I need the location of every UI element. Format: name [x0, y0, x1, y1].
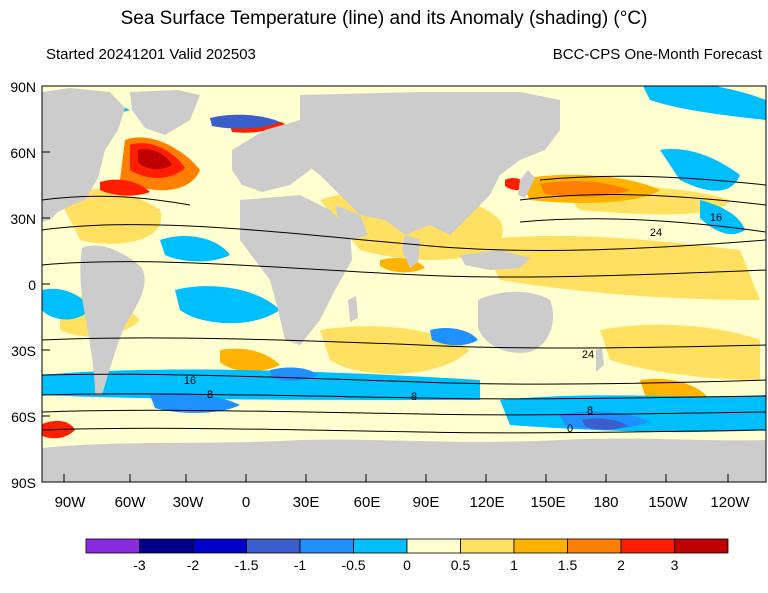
- contour-label: 8: [411, 391, 417, 403]
- colorbar-label: 0.5: [451, 557, 471, 573]
- colorbar-swatch: [246, 538, 301, 554]
- colorbar-swatch: [406, 538, 461, 554]
- colorbar-label: -0.5: [341, 557, 365, 573]
- contour-label: 16: [710, 212, 722, 224]
- contour-label: 8: [587, 405, 593, 417]
- contour-label: 16: [184, 375, 196, 387]
- colorbar-swatch: [567, 538, 622, 554]
- lon-label: 150E: [530, 494, 565, 511]
- lon-label: 180: [593, 494, 618, 511]
- colorbar-swatch: [620, 538, 675, 554]
- contour-label: 24: [582, 349, 594, 361]
- map-title: Sea Surface Temperature (line) and its A…: [120, 8, 648, 29]
- colorbar-swatch: [139, 538, 194, 554]
- lat-label: 30N: [10, 211, 36, 227]
- lon-label: 90W: [55, 494, 87, 511]
- latitude-axis: [42, 85, 50, 483]
- colorbar-label: -1: [294, 557, 307, 573]
- contour-label: 8: [207, 389, 213, 401]
- contour-label: 0: [567, 423, 573, 435]
- lat-label: 60N: [10, 145, 36, 161]
- colorbar-label: -3: [133, 557, 146, 573]
- lat-label: 90S: [11, 475, 36, 491]
- colorbar-swatch: [192, 538, 247, 554]
- forecast-dates: Started 20241201 Valid 202503: [46, 46, 256, 63]
- contour-label: 24: [650, 227, 662, 239]
- colorbar-label: 2: [617, 557, 625, 573]
- forecast-source: BCC-CPS One-Month Forecast: [552, 46, 762, 63]
- land-masses: [42, 88, 766, 482]
- colorbar-label: 3: [671, 557, 679, 573]
- colorbar-swatch: [299, 538, 354, 554]
- lat-label: 0: [28, 277, 36, 293]
- lon-label: 120W: [710, 494, 750, 511]
- longitude-axis: [63, 474, 729, 482]
- lat-label: 90N: [10, 79, 36, 95]
- colorbar-swatch: [513, 538, 568, 554]
- lat-label: 30S: [11, 343, 36, 359]
- colorbar-label: 0: [403, 557, 411, 573]
- contour-labels: 16 24 24 16 8 8 8 0: [184, 212, 722, 435]
- colorbar-label: -2: [187, 557, 200, 573]
- colorbar: -3 -2 -1.5 -1 -0.5 0 0.5 1 1.5 2 3: [85, 538, 729, 573]
- lon-label: 30E: [293, 494, 320, 511]
- lon-label: 60E: [354, 494, 381, 511]
- colorbar-label: 1: [510, 557, 518, 573]
- lon-label: 90E: [413, 494, 440, 511]
- lon-label: 0: [242, 494, 250, 511]
- colorbar-swatch: [674, 538, 729, 554]
- lon-label: 150W: [648, 494, 688, 511]
- colorbar-swatch: [353, 538, 408, 554]
- lon-label: 120E: [469, 494, 504, 511]
- lon-label: 60W: [115, 494, 147, 511]
- sst-contours: [42, 175, 766, 434]
- colorbar-label: -1.5: [234, 557, 258, 573]
- lat-label: 60S: [11, 409, 36, 425]
- colorbar-swatch: [460, 538, 515, 554]
- lon-label: 30W: [173, 494, 205, 511]
- colorbar-label: 1.5: [558, 557, 578, 573]
- colorbar-swatch: [85, 538, 140, 554]
